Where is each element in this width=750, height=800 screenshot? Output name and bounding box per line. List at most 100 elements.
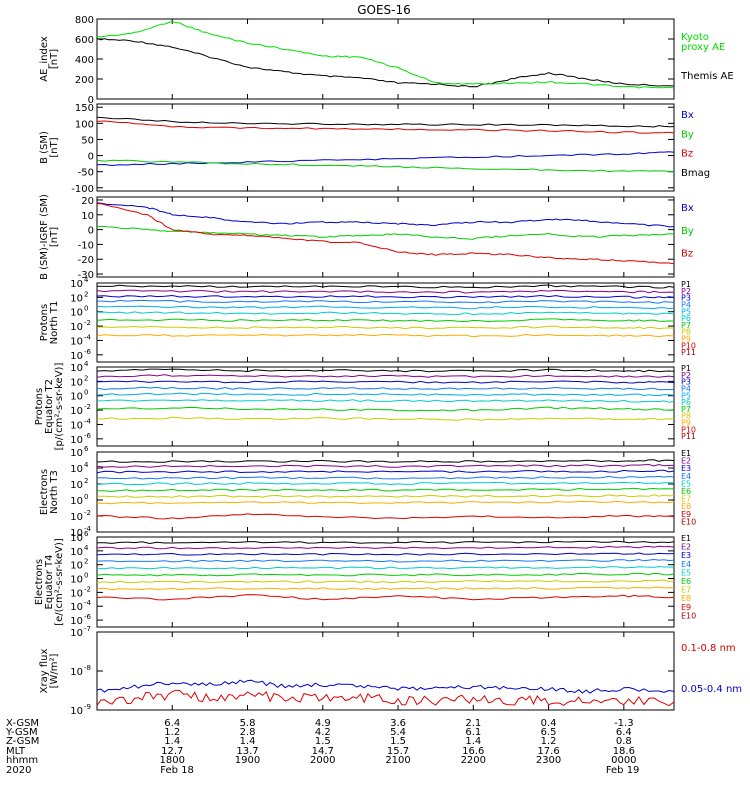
y-tick-label: 10 (70, 667, 83, 678)
y-tick-exponent: 4 (84, 276, 89, 284)
y-axis-label: Equator T2 (44, 379, 55, 434)
ephemeris-value: 0000 (611, 755, 636, 766)
legend-entry: Bz (681, 149, 693, 160)
y-axis-label: [p/(cm²-s-sr-keV)] (54, 363, 65, 451)
y-tick-label: 10 (81, 211, 94, 222)
legend-entry: P6 (681, 398, 691, 407)
y-tick-label: -10 (78, 240, 94, 251)
ephemeris-value: 13.7 (236, 746, 258, 757)
legend-entry: E2 (681, 543, 691, 552)
panel-frame (96, 631, 675, 711)
series-line-bmag (96, 116, 675, 128)
y-tick-exponent: 0 (84, 572, 88, 580)
legend-entry: P9 (681, 335, 691, 344)
y-tick-label: 100 (75, 119, 94, 130)
series-line-bx (96, 202, 675, 228)
y-tick-exponent: -7 (84, 625, 91, 633)
series-line-e5 (96, 481, 675, 486)
y-tick-label: 10 (70, 420, 83, 431)
y-tick-label: 0 (88, 152, 94, 163)
y-tick-exponent: 4 (84, 544, 89, 552)
series-line-p5 (96, 305, 675, 310)
y-tick-exponent: -4 (84, 599, 92, 607)
y-tick-label: 10 (70, 533, 83, 544)
y-tick-exponent: -4 (84, 525, 92, 533)
y-tick-exponent: 2 (84, 374, 88, 382)
legend-entry: E2 (681, 457, 691, 466)
ephemeris-value: 2.1 (465, 718, 481, 729)
series-line-e8 (96, 586, 675, 591)
series-line-p4 (96, 299, 675, 304)
series-line-e6 (96, 572, 675, 577)
series-line-p2 (96, 374, 675, 378)
legend-entry: E8 (681, 502, 691, 511)
series-line-e8 (97, 500, 675, 505)
series-line-p2 (96, 289, 675, 294)
series-line-e7 (96, 494, 675, 498)
ephemeris-value: 6.1 (465, 727, 481, 738)
ephemeris-value: 2200 (461, 755, 486, 766)
y-tick-label: 400 (75, 55, 94, 66)
ephemeris-value: -1.3 (614, 718, 634, 729)
y-tick-exponent: -2 (84, 509, 91, 517)
series-line-p4 (96, 386, 675, 391)
y-tick-exponent: 4 (84, 360, 89, 368)
y-tick-label: 50 (81, 135, 94, 146)
plot-title: GOES-16 (357, 3, 411, 17)
y-tick-label: 10 (70, 547, 83, 558)
ephemeris-row-label: Z-GSM (6, 736, 39, 747)
series-line-p5 (96, 392, 675, 397)
series-line-e2 (96, 463, 675, 468)
ephemeris-value: 5.4 (390, 727, 406, 738)
y-tick-label: 10 (70, 512, 83, 523)
y-tick-label: 10 (70, 706, 83, 717)
ephemeris-value: 4.9 (315, 718, 331, 729)
legend-entry: P9 (681, 419, 691, 428)
ephemeris-value: 2000 (310, 755, 335, 766)
ephemeris-value: 1.5 (315, 736, 331, 747)
panel-frame (96, 18, 675, 100)
y-tick-exponent: -2 (84, 403, 91, 411)
y-axis-label: B (SM)-IGRF (SM) (39, 194, 50, 280)
y-tick-exponent: -8 (84, 664, 91, 672)
series-line-e4 (96, 558, 675, 563)
y-tick-label: 150 (75, 103, 94, 114)
ephemeris-value: 1800 (160, 755, 185, 766)
y-tick-label: 10 (70, 496, 83, 507)
series-line-p7 (96, 406, 674, 412)
legend-entry: E3 (681, 551, 691, 560)
series-line-kyoto-proxy-ae (96, 20, 675, 89)
legend-entry: By (681, 226, 694, 237)
ephemeris-row-label: X-GSM (6, 718, 39, 729)
legend-entry: P4 (681, 300, 691, 309)
legend-entry: P3 (681, 294, 691, 303)
y-tick-label: 10 (70, 406, 83, 417)
legend-entry: E1 (681, 534, 691, 543)
legend-entry: E1 (681, 449, 691, 458)
legend-entry: E3 (681, 464, 691, 473)
legend-entry: Bz (681, 249, 693, 260)
y-tick-label: 10 (70, 336, 83, 347)
legend-entry: E9 (681, 603, 691, 612)
panel-frame (96, 196, 675, 278)
y-tick-label: 10 (70, 435, 83, 446)
series-line-e4 (96, 475, 675, 480)
series-line-p3 (96, 294, 675, 299)
series-line-p6 (96, 399, 675, 403)
legend-entry: P1 (681, 280, 691, 289)
legend-entry: Bx (681, 203, 694, 214)
legend-entry: 0.05-0.4 nm (681, 684, 742, 695)
y-tick-exponent: -2 (84, 585, 91, 593)
series-line-p6 (96, 311, 675, 316)
year-label: 2020 (6, 765, 31, 776)
legend-entry: By (681, 129, 694, 140)
ephemeris-value: 2.8 (240, 727, 256, 738)
legend-entry: E9 (681, 510, 691, 519)
y-axis-label: Electrons (34, 559, 45, 605)
y-tick-exponent: 6 (84, 530, 89, 538)
ephemeris-value: 1.2 (164, 727, 180, 738)
y-tick-label: 10 (70, 616, 83, 627)
legend-entry: P6 (681, 314, 691, 323)
y-tick-label: 10 (70, 464, 83, 475)
